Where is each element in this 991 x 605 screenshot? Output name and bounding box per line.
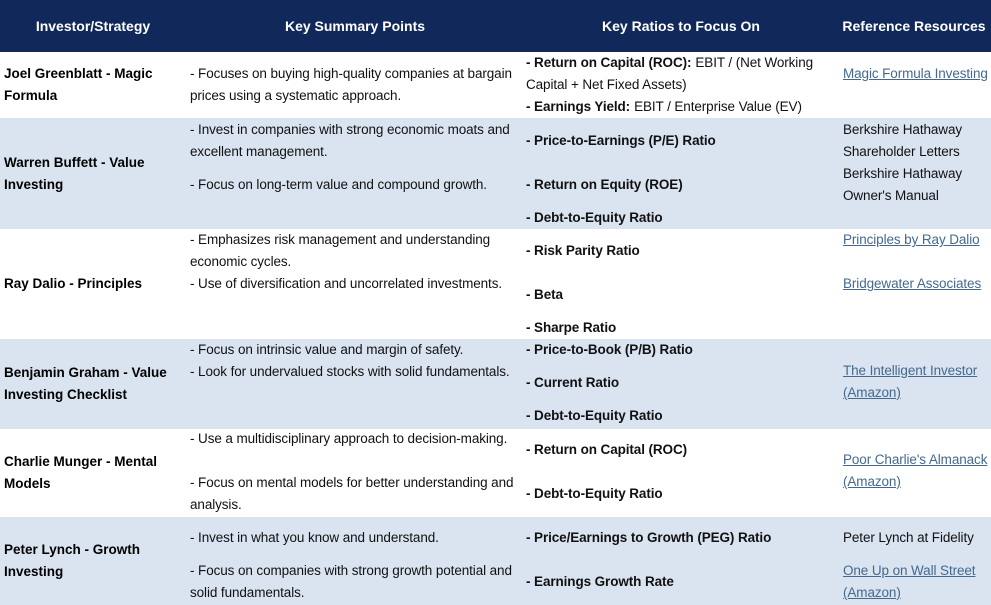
investor-name: Ray Dalio - Principles	[4, 276, 143, 291]
summary-point: - Invest in what you know and understand…	[190, 530, 439, 545]
ratio-formula: EBIT / Enterprise Value (EV)	[634, 99, 802, 114]
resource-link[interactable]: The Intelligent Investor (Amazon)	[843, 363, 978, 400]
ratio-name: - Debt-to-Equity Ratio	[526, 408, 663, 423]
ratio-name: - Earnings Yield:	[526, 99, 631, 114]
column-header: Reference Resources	[842, 18, 986, 34]
ratio-formula: EBIT / (Net Working Capital + Net Fixed …	[526, 55, 814, 92]
table-header: Investor/Strategy Key Summary Points Key R…	[0, 0, 991, 52]
resource-link[interactable]: One Up on Wall Street (Amazon)	[843, 563, 976, 600]
ratio-name: - Debt-to-Equity Ratio	[526, 486, 663, 501]
ratio-item: - Current Ratio	[526, 372, 838, 394]
summary-point: - Invest in companies with strong econom…	[190, 122, 510, 159]
resource-link[interactable]: Principles by Ray Dalio	[843, 232, 980, 247]
ratio-name: - Risk Parity Ratio	[526, 243, 640, 258]
ratio-item: - Price-to-Book (P/B) Ratio	[526, 339, 838, 361]
ratio-item: - Return on Capital (ROC): EBIT / (Net Wo…	[526, 52, 838, 96]
summary-point: - Focus on long-term value and compound …	[190, 177, 487, 192]
ratio-name: - Sharpe Ratio	[526, 320, 617, 335]
ratio-item: - Debt-to-Equity Ratio	[526, 405, 838, 427]
ratio-item: - Beta	[526, 284, 838, 306]
ratio-item: - Debt-to-Equity Ratio	[526, 207, 838, 229]
investor-name: Benjamin Graham - Value Investing Checkl…	[4, 365, 167, 402]
ratio-item: - Price/Earnings to Growth (PEG) Ratio	[526, 527, 838, 549]
summary-point: - Use a multidisciplinary approach to de…	[190, 431, 508, 446]
ratio-name: - Current Ratio	[526, 375, 620, 390]
investor-name: Warren Buffett - Value Investing	[4, 154, 145, 192]
summary-point: - Emphasizes risk management and underst…	[190, 232, 491, 269]
summary-point: - Look for undervalued stocks with solid…	[190, 364, 510, 379]
investor-name: Peter Lynch - Growth Investing	[4, 542, 141, 579]
summary-point: - Focus on mental models for better unde…	[190, 475, 514, 512]
investor-name: Charlie Munger - Mental Models	[4, 454, 158, 491]
ratio-item: - Risk Parity Ratio	[526, 240, 838, 262]
resource-text: Berkshire Hathaway Owner's Manual	[843, 166, 963, 203]
summary-point: - Use of diversification and uncorrelate…	[190, 276, 503, 291]
table-row	[0, 517, 991, 605]
ratio-name: - Beta	[526, 287, 563, 302]
ratio-item: - Earnings Yield: EBIT / Enterprise Value…	[526, 96, 838, 118]
resource-link[interactable]: Magic Formula Investing	[843, 66, 988, 81]
summary-point: - Focus on companies with strong growth …	[190, 563, 512, 600]
summary-point: - Focuses on buying high-quality compani…	[190, 66, 512, 103]
ratio-item: - Return on Equity (ROE)	[526, 174, 838, 196]
ratio-item: - Return on Capital (ROC)	[526, 439, 838, 461]
table-row	[0, 339, 991, 429]
ratio-name: - Debt-to-Equity Ratio	[526, 210, 663, 225]
resource-text: Peter Lynch at Fidelity	[843, 530, 974, 545]
ratio-item: - Price-to-Earnings (P/E) Ratio	[526, 130, 838, 152]
ratio-name: - Price/Earnings to Growth (PEG) Ratio	[526, 530, 772, 545]
ratio-name: - Return on Capital (ROC)	[526, 442, 687, 457]
resource-link[interactable]: Poor Charlie's Almanack (Amazon)	[843, 452, 988, 489]
column-header: Key Ratios to Focus On	[602, 18, 760, 34]
column-header: Investor/Strategy	[35, 18, 151, 34]
ratio-name: - Return on Capital (ROC):	[526, 55, 692, 70]
ratio-name: - Price-to-Book (P/B) Ratio	[526, 342, 693, 357]
ratio-item: - Earnings Growth Rate	[526, 571, 838, 593]
resource-link[interactable]: Bridgewater Associates	[843, 276, 982, 291]
ratio-name: - Price-to-Earnings (P/E) Ratio	[526, 133, 716, 148]
resource-text: Berkshire Hathaway Shareholder Letters	[843, 122, 963, 159]
table-row	[0, 118, 991, 229]
summary-point: - Focus on intrinsic value and margin of…	[190, 342, 464, 357]
ratio-name: - Earnings Growth Rate	[526, 574, 674, 589]
column-header: Key Summary Points	[284, 18, 426, 34]
ratio-item: - Debt-to-Equity Ratio	[526, 483, 838, 505]
ratio-item: - Sharpe Ratio	[526, 317, 838, 339]
investor-name: Joel Greenblatt - Magic Formula	[4, 66, 153, 103]
ratio-name: - Return on Equity (ROE)	[526, 177, 683, 192]
